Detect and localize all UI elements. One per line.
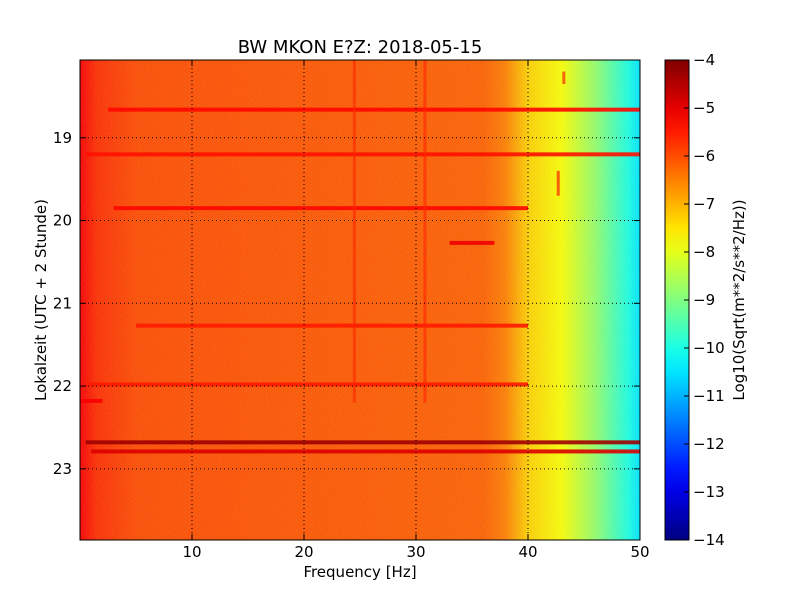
- chart-title: BW MKON E?Z: 2018-05-15: [238, 37, 483, 58]
- grid: [80, 60, 640, 540]
- vertical-line: [423, 60, 427, 403]
- colorbar-tick-label: −6: [693, 147, 715, 165]
- colorbar-ticks: −4 −5 −6 −7 −8 −9 −10 −11 −12 −13 −14: [684, 51, 725, 549]
- horizontal-band: [449, 240, 495, 245]
- horizontal-band: [136, 323, 528, 328]
- colorbar-tick-label: −4: [693, 51, 715, 69]
- horizontal-band: [85, 152, 641, 157]
- colorbar: −4 −5 −6 −7 −8 −9 −10 −11 −12 −13 −14 Log10(Sqrt(m…: [664, 51, 748, 549]
- vertical-line: [562, 71, 566, 84]
- x-axis-label: Frequency [Hz]: [303, 563, 416, 581]
- horizontal-band: [85, 382, 528, 387]
- y-tick-label: 22: [53, 377, 72, 395]
- x-tick-label: 10: [182, 543, 201, 561]
- vertical-line: [556, 170, 560, 196]
- y-tick-label: 20: [53, 212, 72, 230]
- vertical-lines: [352, 60, 566, 403]
- colorbar-tick-label: −5: [693, 99, 715, 117]
- horizontal-band: [113, 206, 528, 211]
- plot-area: 10 20 30 40 50 19 20 21 22 23: [53, 59, 650, 561]
- horizontal-band: [91, 449, 640, 454]
- colorbar-tick-label: −8: [693, 243, 715, 261]
- colorbar-tick-label: −13: [693, 483, 725, 501]
- x-tick-label: 50: [630, 543, 649, 561]
- colorbar-tick-label: −7: [693, 195, 715, 213]
- colorbar-tick-label: −14: [693, 531, 725, 549]
- y-axis-ticks: 19 20 21 22 23: [53, 129, 640, 478]
- y-axis-label: Lokalzeit (UTC + 2 Stunde): [32, 199, 50, 401]
- x-axis-ticks: 10 20 30 40 50: [182, 60, 650, 561]
- y-tick-label: 19: [53, 129, 72, 147]
- colorbar-tick-label: −12: [693, 435, 725, 453]
- colorbar-tick-label: −9: [693, 291, 715, 309]
- x-tick-label: 30: [406, 543, 425, 561]
- colorbar-tick-label: −11: [693, 387, 725, 405]
- y-tick-label: 23: [53, 460, 72, 478]
- x-tick-label: 20: [294, 543, 313, 561]
- vertical-line: [352, 60, 356, 403]
- x-tick-label: 40: [518, 543, 537, 561]
- horizontal-bands: [80, 107, 641, 454]
- horizontal-band: [85, 440, 641, 445]
- horizontal-band: [80, 398, 103, 403]
- colorbar-tick-label: −10: [693, 339, 725, 357]
- horizontal-band: [108, 107, 640, 112]
- plot-frame: [79, 59, 641, 541]
- colorbar-label: Log10(Sqrt(m**2/s**2/Hz)): [730, 199, 748, 400]
- spectrogram-texture: [80, 60, 640, 540]
- y-tick-label: 21: [53, 294, 72, 312]
